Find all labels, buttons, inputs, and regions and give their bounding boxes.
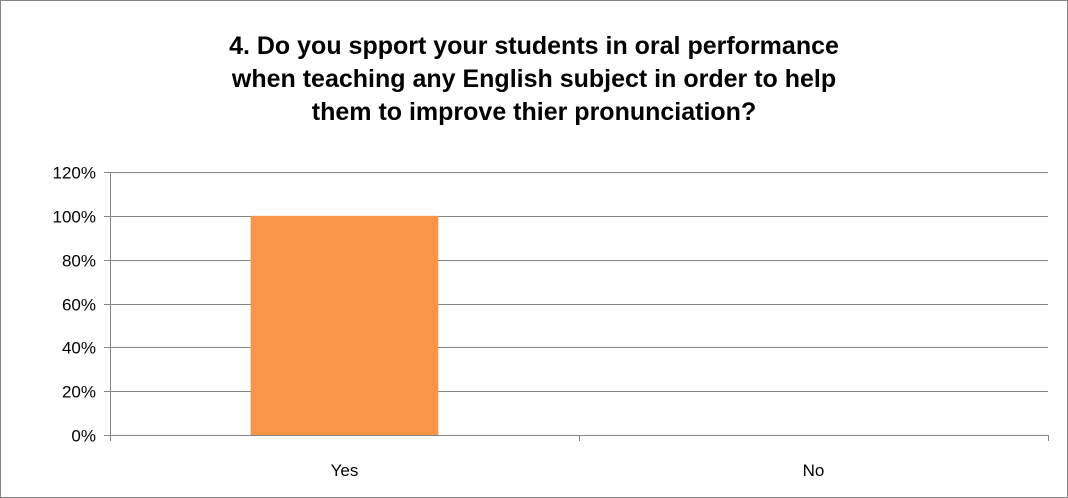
- y-tick-label: 80%: [62, 252, 96, 271]
- axes: [104, 172, 1049, 441]
- y-tick-label: 100%: [53, 208, 96, 227]
- y-tick-label: 120%: [53, 164, 96, 183]
- chart-title-line-2: when teaching any English subject in ord…: [231, 65, 837, 93]
- x-tick-label: No: [803, 461, 825, 480]
- y-tick-label: 20%: [62, 383, 96, 402]
- bar-yes: [250, 215, 439, 435]
- axis-labels: 0% 20% 40% 60% 80% 100% 120% Yes No: [53, 164, 825, 481]
- chart-title: 4. Do you spport your students in oral p…: [0, 30, 1068, 129]
- chart-title-line-1: 4. Do you spport your students in oral p…: [229, 32, 839, 60]
- y-tick-label: 40%: [62, 339, 96, 358]
- y-tick-label: 60%: [62, 296, 96, 315]
- bars: [250, 215, 439, 435]
- y-tick-label: 0%: [71, 427, 96, 446]
- chart-title-line-3: them to improve thier pronunciation?: [311, 98, 757, 126]
- x-tick-label: Yes: [331, 461, 359, 480]
